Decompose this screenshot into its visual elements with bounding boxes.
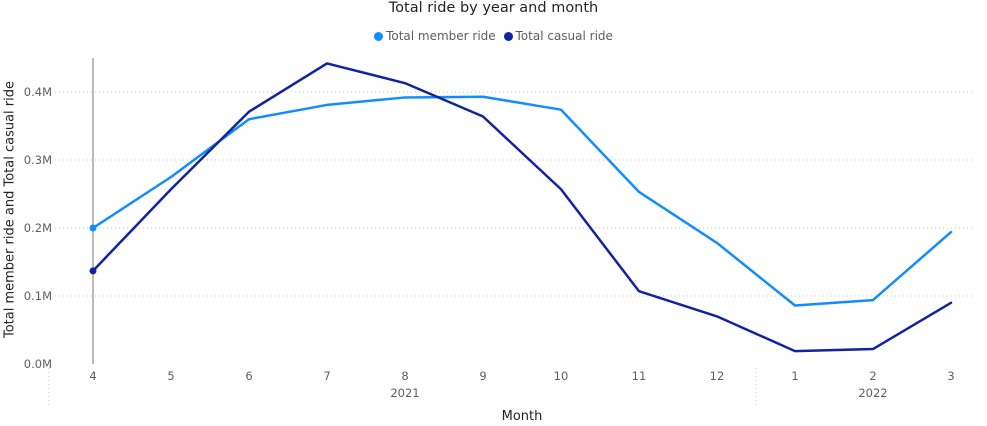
- data-point-casual: [871, 347, 876, 352]
- x-tick-label: 11: [632, 369, 647, 383]
- data-point-casual: [715, 314, 720, 319]
- legend: Total member ride Total casual ride: [0, 29, 987, 43]
- legend-label-member: Total member ride: [386, 29, 496, 43]
- data-point-member: [403, 95, 408, 100]
- year-label: 2021: [390, 386, 419, 400]
- x-tick-label: 3: [947, 369, 954, 383]
- x-tick-label: 6: [245, 369, 252, 383]
- x-tick-label: 4: [89, 369, 96, 383]
- y-tick-label: 0.0M: [24, 357, 52, 371]
- data-point-casual: [481, 114, 486, 119]
- y-tick-label: 0.2M: [24, 221, 52, 235]
- legend-marker-casual-icon: [503, 32, 513, 41]
- x-tick-label: 9: [479, 369, 486, 383]
- data-point-member: [793, 303, 798, 308]
- x-tick-label: 7: [323, 369, 330, 383]
- data-point-casual: [637, 289, 642, 294]
- x-tick-label: 1: [791, 369, 798, 383]
- data-point-member: [559, 107, 564, 112]
- y-axis-ticks: 0.0M 0.1M 0.2M 0.3M 0.4M: [24, 85, 52, 371]
- data-point-casual: [89, 267, 97, 275]
- series-line-member: [91, 95, 953, 307]
- x-tick-label: 10: [554, 369, 569, 383]
- data-point-member: [481, 94, 486, 99]
- series-lines: [89, 61, 954, 354]
- x-tick-label: 5: [167, 369, 174, 383]
- x-tick-label: 2: [869, 369, 876, 383]
- x-tick-label: 8: [401, 369, 408, 383]
- data-point-casual: [403, 81, 408, 86]
- legend-marker-member-icon: [374, 32, 384, 41]
- chart-title: Total ride by year and month: [388, 0, 599, 16]
- data-point-member: [89, 224, 97, 232]
- year-label: 2022: [858, 386, 887, 400]
- data-point-member: [325, 102, 330, 107]
- data-point-casual: [793, 349, 798, 354]
- data-point-casual: [559, 187, 564, 192]
- data-point-member: [949, 230, 954, 235]
- data-point-casual: [169, 187, 174, 192]
- gridlines: [55, 91, 975, 297]
- y-tick-label: 0.3M: [24, 153, 52, 167]
- data-point-member: [247, 117, 252, 122]
- x-axis-title: Month: [502, 409, 543, 424]
- y-tick-label: 0.4M: [24, 85, 52, 99]
- legend-item-member[interactable]: Total member ride: [374, 29, 496, 43]
- data-point-casual: [325, 61, 330, 66]
- legend-item-casual[interactable]: Total casual ride: [503, 29, 613, 43]
- data-point-casual: [247, 109, 252, 114]
- x-tick-label: 12: [710, 369, 725, 383]
- data-point-casual: [949, 300, 954, 305]
- data-point-member: [169, 175, 174, 180]
- y-tick-label: 0.1M: [24, 289, 52, 303]
- data-point-member: [871, 298, 876, 303]
- data-point-member: [715, 240, 720, 245]
- legend-label-casual: Total casual ride: [515, 29, 613, 43]
- data-point-member: [637, 189, 642, 194]
- series-line-casual: [91, 62, 953, 353]
